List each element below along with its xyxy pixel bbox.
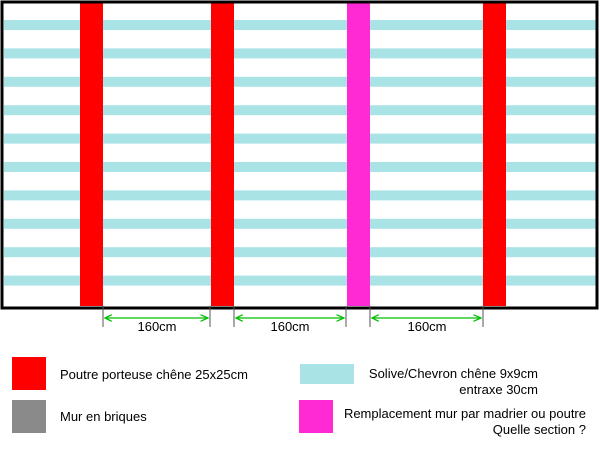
dimension-2-label: 160cm bbox=[270, 319, 309, 334]
dimension-2: 160cm bbox=[233, 306, 347, 334]
replacement-beam bbox=[347, 2, 370, 306]
joist-group bbox=[4, 20, 596, 286]
joist bbox=[4, 48, 596, 59]
legend-label-joist-line1: Solive/Chevron chêne 9x9cm bbox=[368, 366, 538, 381]
joist bbox=[4, 105, 596, 116]
bearing-beam bbox=[211, 2, 234, 306]
legend-label-brick-line1: Mur en briques bbox=[60, 409, 147, 424]
bearing-beam bbox=[80, 2, 103, 306]
legend-label-joist: Solive/Chevron chêne 9x9cm entraxe 30cm bbox=[368, 366, 538, 398]
joist bbox=[4, 218, 596, 229]
beam-group bbox=[80, 2, 506, 306]
legend-swatch-replacement bbox=[299, 400, 333, 433]
legend-swatch-brick bbox=[12, 400, 46, 433]
joist bbox=[4, 247, 596, 258]
dimension-3-label: 160cm bbox=[407, 319, 446, 334]
bearing-beam bbox=[483, 2, 506, 306]
legend-label-beam-line1: Poutre porteuse chêne 25x25cm bbox=[60, 367, 248, 382]
joist bbox=[4, 162, 596, 172]
legend-label-replacement-line1: Remplacement mur par madrier ou poutre bbox=[343, 406, 586, 421]
dimension-1: 160cm bbox=[102, 306, 211, 334]
legend-label-brick: Mur en briques bbox=[60, 409, 147, 425]
legend-label-replacement: Remplacement mur par madrier ou poutre Q… bbox=[341, 406, 586, 438]
dimension-3: 160cm bbox=[369, 306, 484, 334]
legend-label-joist-line2: entraxe 30cm bbox=[459, 382, 538, 397]
legend-swatch-joist bbox=[300, 364, 354, 384]
joist bbox=[4, 133, 596, 144]
plan-frame bbox=[0, 0, 599, 310]
legend-label-replacement-line2: Quelle section ? bbox=[492, 422, 586, 437]
joist bbox=[4, 76, 596, 87]
joist bbox=[4, 275, 596, 286]
joist bbox=[4, 190, 596, 201]
joist bbox=[4, 20, 596, 30]
legend-swatch-beam bbox=[12, 357, 46, 390]
dimension-1-label: 160cm bbox=[137, 319, 176, 334]
legend-label-beam: Poutre porteuse chêne 25x25cm bbox=[60, 367, 248, 383]
